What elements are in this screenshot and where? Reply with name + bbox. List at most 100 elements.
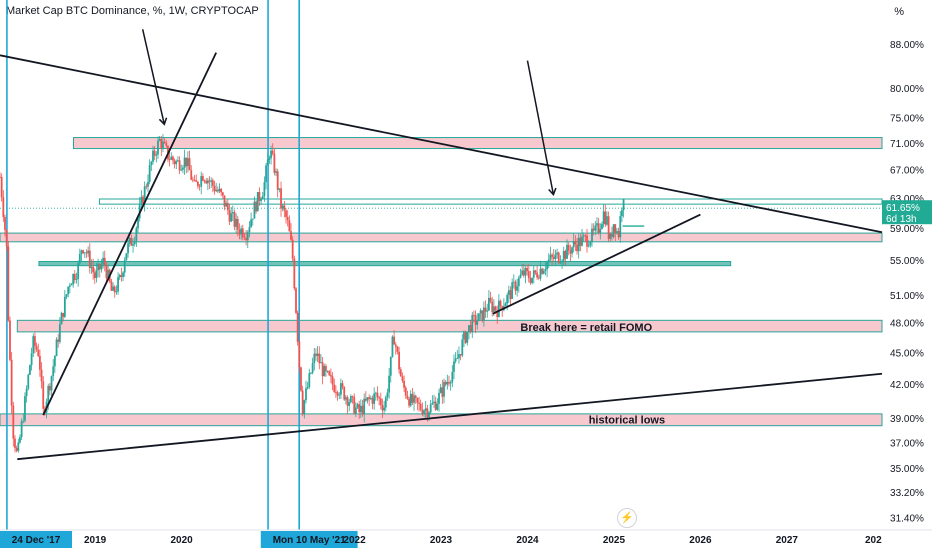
candle-body <box>30 353 33 366</box>
candle-body <box>524 267 527 276</box>
candle-body <box>331 376 334 385</box>
candle-body <box>411 393 414 403</box>
candle-body <box>351 396 354 397</box>
candle-body <box>196 181 199 187</box>
candle-body <box>466 331 469 343</box>
candle-body <box>200 176 203 187</box>
candle-body <box>564 251 567 259</box>
candle-body <box>98 263 101 270</box>
candle-body <box>566 244 568 259</box>
candle-body <box>14 438 16 448</box>
candle-body <box>87 250 90 254</box>
candle-body <box>290 231 292 240</box>
candle-body <box>153 150 156 156</box>
candle-body <box>389 356 392 376</box>
candle-body <box>7 246 10 321</box>
candle-body <box>333 384 336 392</box>
candle-body <box>621 210 623 217</box>
candle-body <box>527 271 530 279</box>
trend-line <box>492 213 701 315</box>
candle-body <box>542 270 545 274</box>
candle-body <box>135 228 138 241</box>
price-axis-unit[interactable]: % <box>894 6 904 18</box>
candle-body <box>295 288 297 313</box>
candle-body <box>443 381 445 397</box>
candle-body <box>586 235 588 247</box>
candle-body <box>599 228 602 233</box>
candle-body <box>137 218 139 229</box>
candle-body <box>208 180 211 182</box>
candle-body <box>112 286 114 291</box>
candle-body <box>303 400 306 414</box>
candle-body <box>147 181 149 187</box>
candle-body <box>140 196 143 205</box>
y-tick-label: 48.00% <box>890 319 924 330</box>
candle-body <box>162 141 164 149</box>
candle-body <box>556 252 558 255</box>
candle-body <box>421 409 424 415</box>
candle-body <box>102 257 104 265</box>
candle-body <box>504 303 507 307</box>
price-axis[interactable]: 88.00% 80.00% 75.00% 71.00% 67.00% 63.00% 59.0… <box>890 40 924 524</box>
x-tick-label: 2026 <box>689 535 712 546</box>
candle-body <box>343 387 346 400</box>
lightning-icon[interactable]: ⚡ <box>617 508 637 528</box>
candle-body <box>557 252 560 263</box>
candle-body <box>261 196 264 200</box>
candle-body <box>384 397 387 408</box>
candle-body <box>517 277 520 287</box>
candle-body <box>175 161 178 165</box>
candle-body <box>73 274 76 280</box>
candle-body <box>205 180 208 184</box>
candle-body <box>359 405 362 413</box>
candle-body <box>552 256 555 259</box>
candle-body <box>497 300 500 317</box>
candles-layer <box>0 134 625 453</box>
candle-body <box>569 250 572 254</box>
candle-body <box>494 306 497 311</box>
candle-body <box>223 195 226 207</box>
candle-body <box>110 281 113 291</box>
candle-body <box>519 274 522 278</box>
candle-body <box>93 272 96 279</box>
candle-body <box>37 349 40 356</box>
candle-body <box>371 397 374 404</box>
candle-body <box>428 412 430 418</box>
support-zone <box>0 413 883 427</box>
candle-body <box>622 199 625 211</box>
candle-body <box>211 180 214 186</box>
support-zone <box>73 137 883 150</box>
candle-body <box>434 401 437 410</box>
candle-body <box>35 346 38 350</box>
candle-body <box>436 403 439 410</box>
candle-body <box>65 294 68 297</box>
candle-body <box>225 203 228 207</box>
candle-body <box>68 285 71 287</box>
candle-body <box>374 392 377 394</box>
candle-body <box>439 387 442 393</box>
candle-body <box>499 300 502 307</box>
candle-body <box>233 212 236 227</box>
candle-body <box>394 344 397 347</box>
candle-body <box>441 387 444 397</box>
candle-body <box>489 297 492 302</box>
candle-body <box>270 150 272 159</box>
candle-body <box>507 290 510 295</box>
candle-body <box>579 237 582 246</box>
candle-body <box>278 188 281 190</box>
candle-body <box>306 387 309 389</box>
candle-body <box>471 314 474 332</box>
candle-body <box>27 374 30 389</box>
candle-body <box>55 339 58 357</box>
candle-body <box>53 356 56 367</box>
candle-body <box>173 160 176 165</box>
candle-body <box>576 244 578 252</box>
candle-body <box>213 185 216 192</box>
candle-body <box>311 363 314 373</box>
candle-body <box>143 186 146 204</box>
candle-body <box>325 366 327 372</box>
candle-body <box>52 366 55 377</box>
candle-body <box>286 217 289 221</box>
